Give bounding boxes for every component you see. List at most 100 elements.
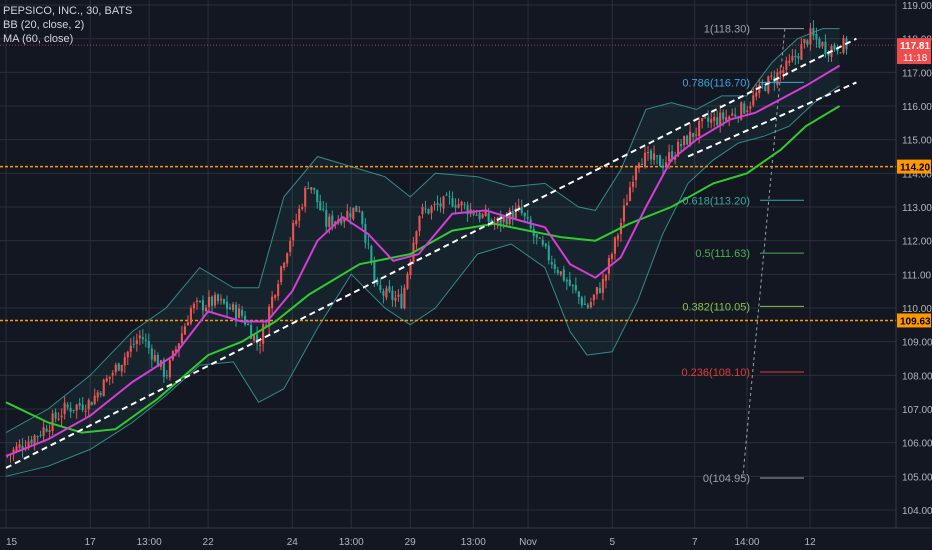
candle-body bbox=[535, 234, 538, 238]
candle-body bbox=[631, 182, 635, 187]
x-tick-label-6: 29 bbox=[405, 537, 417, 548]
candle-body bbox=[544, 243, 547, 247]
candle-body bbox=[442, 196, 445, 209]
y-tick-label-9: 110.00 bbox=[902, 304, 932, 315]
candle-body bbox=[526, 216, 529, 219]
candle-body bbox=[331, 215, 334, 226]
fib-level-label-4: 0.382(110.05) bbox=[682, 301, 750, 313]
candle-body bbox=[637, 163, 641, 169]
candle-body bbox=[48, 430, 51, 432]
candle-body bbox=[174, 349, 177, 352]
candle-body bbox=[60, 415, 63, 418]
legend-bb[interactable]: BB (20, close, 2) bbox=[3, 19, 85, 31]
legend-symbol[interactable]: PEPSICO, INC., 30, BATS bbox=[3, 5, 133, 17]
candle-body bbox=[628, 187, 632, 201]
candle-body bbox=[430, 206, 433, 213]
x-tick-label-2: 13:00 bbox=[137, 537, 162, 548]
fib-level-label-3: 0.5(111.63) bbox=[695, 248, 750, 260]
candle-body bbox=[460, 201, 463, 206]
fib-level-label-2: 0.618(113.20) bbox=[682, 195, 750, 207]
candle-body bbox=[689, 131, 692, 146]
candle-body bbox=[262, 324, 265, 344]
candle-body bbox=[499, 215, 502, 224]
candle-body bbox=[424, 208, 427, 210]
candle-body bbox=[692, 132, 695, 137]
legend-ma[interactable]: MA (60, close) bbox=[3, 33, 74, 45]
candle-body bbox=[574, 285, 577, 291]
candle-body bbox=[304, 187, 307, 207]
candle-body bbox=[120, 364, 123, 372]
candle-body bbox=[213, 294, 217, 306]
candle-body bbox=[138, 335, 141, 339]
candle-body bbox=[722, 112, 725, 120]
candle-body bbox=[436, 203, 439, 206]
candle-body bbox=[241, 309, 244, 316]
candle-body bbox=[589, 302, 592, 308]
y-tick-label-15: 104.00 bbox=[902, 506, 932, 517]
candle-body bbox=[725, 117, 728, 121]
candle-body bbox=[457, 204, 460, 208]
ma60-line bbox=[5, 105, 841, 434]
candle-body bbox=[490, 219, 493, 224]
candle-body bbox=[93, 395, 96, 404]
candle-body bbox=[81, 404, 84, 410]
candle-body bbox=[683, 136, 686, 146]
ma20-line bbox=[5, 64, 841, 458]
candle-body bbox=[755, 92, 758, 97]
candle-body bbox=[463, 203, 466, 205]
candle-body bbox=[556, 270, 559, 274]
last-price-label: 117.81 bbox=[900, 41, 930, 52]
candle-body bbox=[385, 288, 388, 298]
candle-body bbox=[734, 114, 737, 117]
candle-body bbox=[268, 306, 271, 327]
x-tick-label-4: 24 bbox=[287, 537, 299, 548]
candle-body bbox=[839, 52, 842, 54]
candle-body bbox=[156, 355, 159, 367]
candle-body bbox=[448, 196, 451, 198]
candle-body bbox=[36, 436, 39, 438]
candle-body bbox=[210, 296, 214, 306]
candle-body bbox=[418, 215, 421, 232]
candle-body bbox=[259, 344, 262, 346]
candle-body bbox=[613, 237, 616, 254]
candle-body bbox=[604, 274, 607, 281]
candle-body bbox=[445, 194, 448, 196]
candle-body bbox=[610, 254, 613, 260]
fib-level-label-6: 0(104.95) bbox=[703, 473, 750, 485]
candle-body bbox=[135, 340, 138, 344]
candle-body bbox=[538, 237, 541, 239]
candle-body bbox=[761, 83, 764, 85]
candle-body bbox=[364, 224, 367, 243]
support-price-tag-0 bbox=[897, 159, 931, 174]
candle-body bbox=[177, 343, 180, 352]
candle-body bbox=[204, 307, 208, 312]
candle-body bbox=[643, 152, 647, 167]
support-price-tag-1 bbox=[897, 313, 931, 328]
x-tick-label-5: 13:00 bbox=[339, 537, 364, 548]
candle-body bbox=[586, 304, 589, 308]
candle-body bbox=[827, 52, 830, 56]
candle-body bbox=[111, 372, 114, 376]
candle-body bbox=[141, 337, 144, 340]
candle-body bbox=[785, 60, 788, 70]
candle-body bbox=[168, 359, 171, 378]
candle-body bbox=[147, 341, 150, 348]
candle-body bbox=[180, 333, 183, 344]
candle-body bbox=[634, 167, 638, 181]
candle-body bbox=[779, 71, 782, 74]
candle-body bbox=[520, 206, 523, 214]
candle-body bbox=[472, 210, 475, 215]
candle-body bbox=[316, 189, 319, 203]
candle-body bbox=[292, 223, 295, 241]
candle-body bbox=[454, 205, 457, 208]
candle-body bbox=[15, 446, 18, 452]
candle-body bbox=[244, 315, 247, 325]
chart-legend: PEPSICO, INC., 30, BATS BB (20, close, 2… bbox=[3, 4, 132, 46]
y-tick-label-8: 111.00 bbox=[902, 270, 932, 281]
candle-body bbox=[568, 279, 571, 286]
candle-body bbox=[562, 269, 565, 281]
candle-body bbox=[298, 208, 301, 221]
candle-body bbox=[400, 293, 403, 309]
